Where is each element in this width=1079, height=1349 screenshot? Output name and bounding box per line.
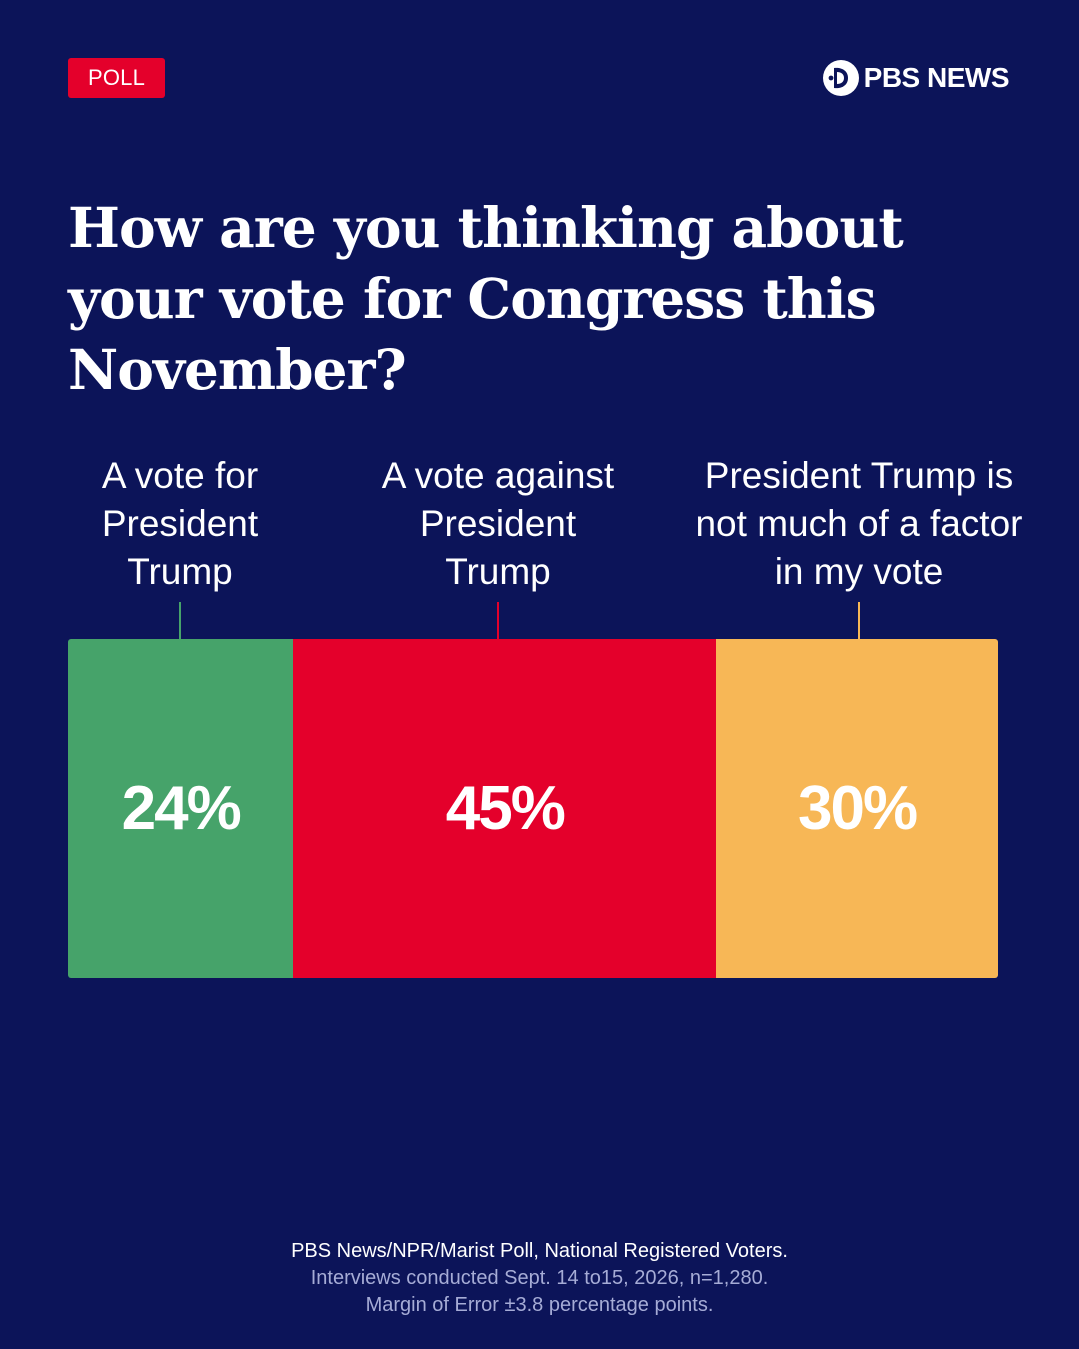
pbs-head-icon — [822, 60, 859, 96]
footer-margin: Margin of Error ±3.8 percentage points. — [365, 1294, 714, 1316]
poll-badge: POLL — [68, 58, 165, 98]
category-label-line: Trump — [445, 551, 551, 592]
category-label-line: President — [419, 503, 577, 544]
brand-name: PBS NEWS — [863, 62, 1010, 93]
data-label-3: 30% — [798, 774, 918, 843]
bar-segment-3: 30% — [716, 639, 998, 978]
category-label-1: A vote for President Trump — [30, 452, 330, 596]
footer-source: PBS News/NPR/Marist Poll, National Regis… — [291, 1240, 788, 1262]
category-label-line: President — [101, 503, 259, 544]
bar-segment-2: 45% — [293, 639, 717, 978]
category-label-3: President Trump is not much of a factor in… — [669, 452, 1049, 596]
category-label-line: President Trump is — [704, 455, 1014, 496]
leader-line-3 — [858, 602, 860, 639]
bar-segment-1: 24% — [68, 639, 294, 978]
stacked-bar: 24% 45% 30% — [68, 639, 998, 978]
footer-interviews: Interviews conducted Sept. 14 to15, 2026… — [310, 1267, 769, 1289]
pbs-news-logo: PBS NEWS — [822, 58, 1010, 98]
leader-line-2 — [497, 602, 499, 639]
chart-title: How are you thinking about your vote for… — [68, 195, 904, 402]
category-label-line: Trump — [127, 551, 233, 592]
category-label-line: A vote against — [381, 455, 615, 496]
category-label-line: not much of a factor — [695, 503, 1023, 544]
data-label-2: 45% — [445, 774, 566, 843]
category-label-line: A vote for — [101, 455, 259, 496]
category-label-line: in my vote — [774, 551, 944, 592]
leader-line-1 — [179, 602, 181, 639]
category-label-2: A vote against President Trump — [338, 452, 658, 596]
data-label-1: 24% — [121, 774, 242, 843]
